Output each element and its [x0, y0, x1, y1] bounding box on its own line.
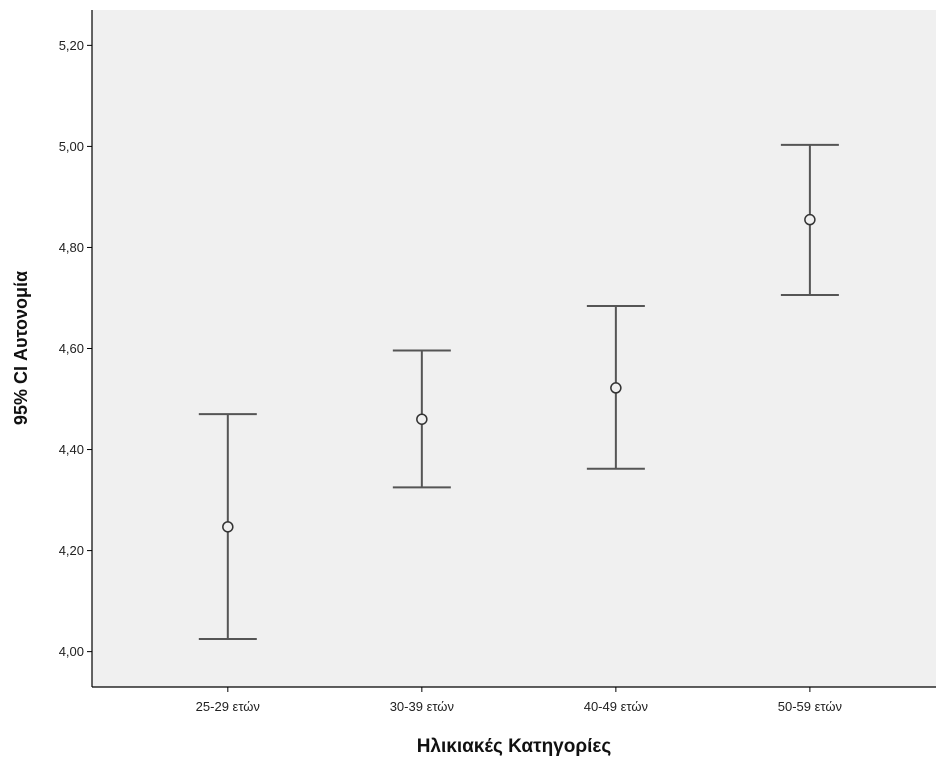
mean-point — [222, 521, 234, 533]
x-ticks: 25-29 ετών 30-39 ετών 40-49 ετών 50-59 ετών — [196, 687, 842, 714]
mean-point — [610, 382, 622, 394]
y-tick-label: 4,20 — [59, 543, 84, 558]
mean-point — [804, 213, 816, 226]
x-tick-label: 25-29 ετών — [196, 699, 260, 714]
x-axis-title: Ηλικιακές Κατηγορίες — [417, 736, 612, 757]
mean-point — [416, 413, 428, 425]
y-ticks: 4,00 4,20 4,40 4,60 4,80 5,00 5,20 — [59, 38, 92, 659]
x-tick-label: 30-39 ετών — [390, 699, 454, 714]
y-tick-label: 4,00 — [59, 644, 84, 659]
y-tick-label: 5,20 — [59, 38, 84, 53]
y-tick-label: 4,40 — [59, 442, 84, 457]
y-tick-label: 4,60 — [59, 341, 84, 356]
error-bars — [198, 143, 839, 641]
x-tick-label: 40-49 ετών — [584, 699, 648, 714]
x-tick-label: 50-59 ετών — [778, 699, 842, 714]
y-axis-title: 95% CI Αυτονομία — [11, 271, 31, 425]
y-tick-label: 4,80 — [59, 240, 84, 255]
y-tick-label: 5,00 — [59, 139, 84, 154]
plot-area — [92, 10, 936, 687]
